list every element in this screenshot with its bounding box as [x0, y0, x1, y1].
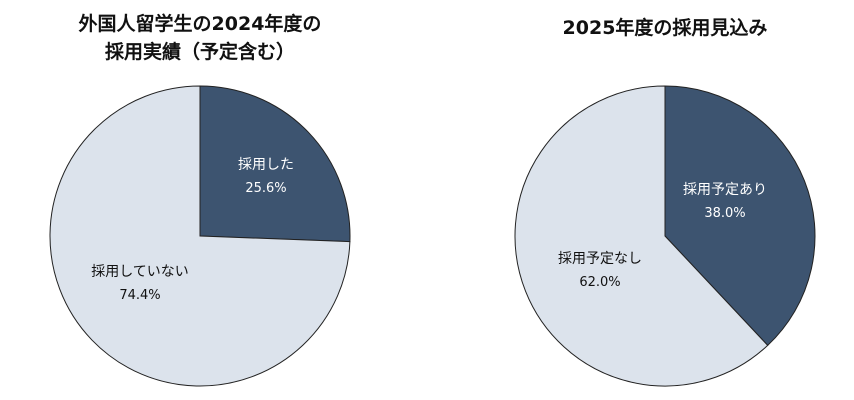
slice-label: 採用した [238, 157, 294, 173]
pie-slice [199, 85, 351, 243]
slice-label: 採用していない [91, 264, 189, 280]
chart-title-line: 2025年度の採用見込み [562, 17, 768, 39]
slice-value-label: 74.4% [119, 288, 160, 303]
slice-label: 採用予定あり [683, 182, 767, 198]
slice-label: 採用予定なし [558, 251, 642, 267]
chart-title-2024: 外国人留学生の2024年度の 採用実績（予定含む） [20, 10, 380, 66]
slice-value-label: 62.0% [579, 275, 620, 290]
chart-title-2025: 2025年度の採用見込み [475, 14, 854, 42]
chart-title-line: 外国人留学生の2024年度の [78, 13, 322, 35]
pie-slice [664, 85, 816, 347]
pie-slice [514, 85, 769, 387]
slice-value-label: 25.6% [245, 181, 286, 196]
pie-slice [49, 85, 351, 387]
slice-value-label: 38.0% [704, 206, 745, 221]
chart-title-line: 採用実績（予定含む） [104, 41, 295, 63]
